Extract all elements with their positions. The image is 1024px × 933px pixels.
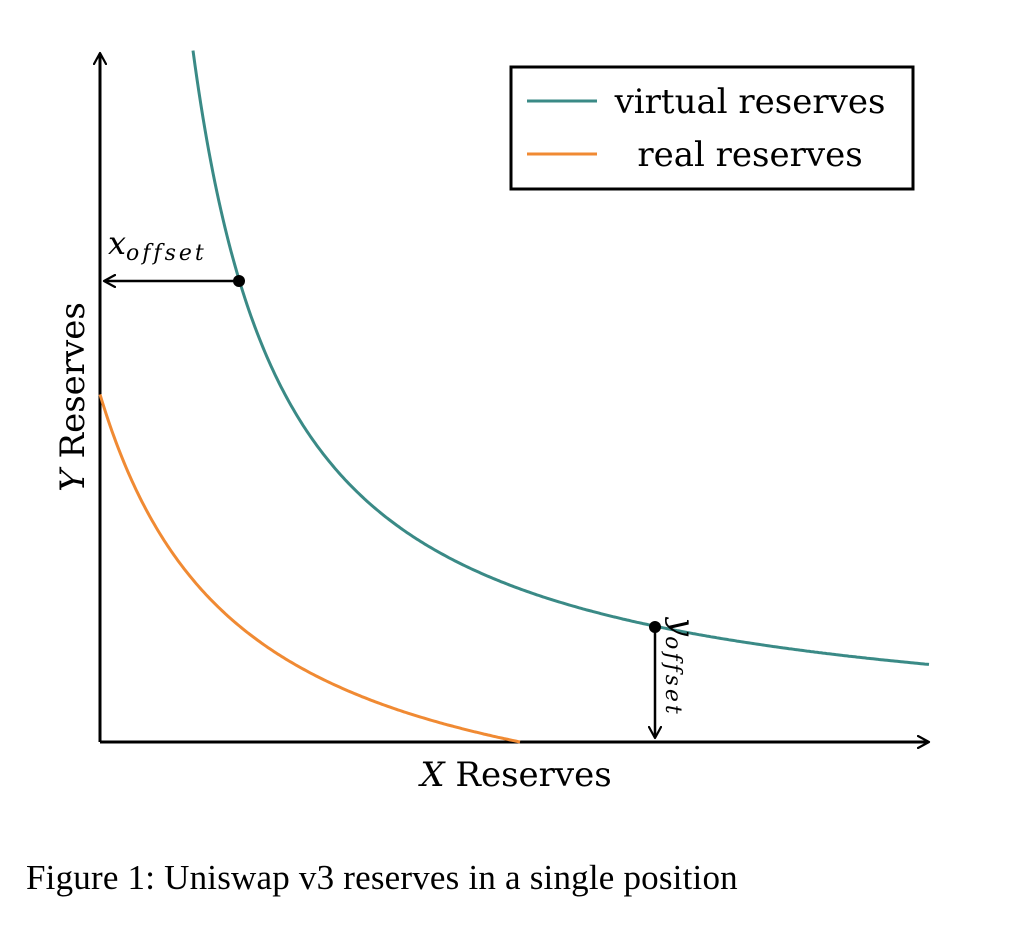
real-reserves-curve xyxy=(98,393,521,744)
y-axis-label: Y Reserves xyxy=(53,302,93,492)
legend-item-real: real reserves xyxy=(527,135,863,175)
legend-label-real: real reserves xyxy=(637,135,862,175)
legend-label-virtual: virtual reserves xyxy=(614,82,886,122)
x-axis-label: X Reserves xyxy=(417,755,611,795)
y-offset-label: yoffset xyxy=(660,616,702,717)
x-offset-label: xoffset xyxy=(108,224,207,266)
x-offset-point xyxy=(233,275,245,287)
legend-box xyxy=(509,65,915,191)
y-offset-point xyxy=(649,621,661,633)
legend-item-virtual: virtual reserves xyxy=(527,82,885,122)
virtual-reserves-curve xyxy=(191,50,930,666)
legend: virtual reserves real reserves xyxy=(509,65,915,191)
y-offset-annotation: yoffset xyxy=(649,616,702,737)
x-offset-annotation: xoffset xyxy=(105,224,245,287)
figure-caption: Figure 1: Uniswap v3 reserves in a singl… xyxy=(26,858,738,897)
